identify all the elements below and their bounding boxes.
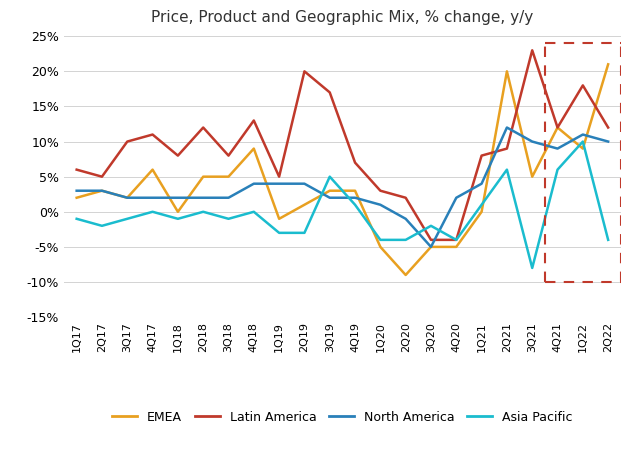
EMEA bbox=[529, 174, 536, 179]
North America bbox=[250, 181, 258, 187]
Latin America bbox=[148, 132, 156, 137]
Asia Pacific bbox=[326, 174, 333, 179]
Latin America bbox=[477, 153, 486, 159]
Asia Pacific bbox=[503, 167, 511, 173]
EMEA bbox=[275, 216, 283, 222]
Line: North America: North America bbox=[77, 128, 608, 247]
EMEA bbox=[73, 195, 81, 201]
Asia Pacific bbox=[301, 230, 308, 236]
North America bbox=[275, 181, 283, 187]
North America bbox=[529, 139, 536, 144]
Asia Pacific bbox=[174, 216, 182, 222]
Latin America bbox=[73, 167, 81, 173]
Latin America bbox=[225, 153, 232, 159]
North America bbox=[148, 195, 156, 201]
North America bbox=[301, 181, 308, 187]
Latin America bbox=[554, 125, 561, 130]
North America bbox=[427, 244, 435, 250]
Latin America bbox=[326, 90, 333, 95]
Legend: EMEA, Latin America, North America, Asia Pacific: EMEA, Latin America, North America, Asia… bbox=[108, 406, 577, 429]
Latin America bbox=[402, 195, 410, 201]
Asia Pacific bbox=[98, 223, 106, 229]
Latin America bbox=[250, 118, 258, 123]
Asia Pacific bbox=[477, 202, 486, 207]
Asia Pacific bbox=[225, 216, 232, 222]
North America bbox=[174, 195, 182, 201]
North America bbox=[402, 216, 410, 222]
EMEA bbox=[402, 272, 410, 278]
Latin America bbox=[124, 139, 131, 144]
Latin America bbox=[529, 48, 536, 53]
Asia Pacific bbox=[579, 139, 587, 144]
EMEA bbox=[326, 188, 333, 193]
Asia Pacific bbox=[452, 237, 460, 243]
North America bbox=[200, 195, 207, 201]
North America bbox=[554, 146, 561, 151]
Latin America bbox=[301, 69, 308, 74]
Latin America bbox=[98, 174, 106, 179]
Asia Pacific bbox=[427, 223, 435, 229]
EMEA bbox=[427, 244, 435, 250]
Asia Pacific bbox=[554, 167, 561, 173]
Title: Price, Product and Geographic Mix, % change, y/y: Price, Product and Geographic Mix, % cha… bbox=[151, 10, 534, 25]
EMEA bbox=[98, 188, 106, 193]
EMEA bbox=[200, 174, 207, 179]
North America bbox=[326, 195, 333, 201]
EMEA bbox=[351, 188, 359, 193]
North America bbox=[351, 195, 359, 201]
Asia Pacific bbox=[529, 265, 536, 271]
North America bbox=[98, 188, 106, 193]
Asia Pacific bbox=[351, 202, 359, 207]
Latin America bbox=[376, 188, 384, 193]
North America bbox=[503, 125, 511, 130]
EMEA bbox=[174, 209, 182, 215]
EMEA bbox=[503, 69, 511, 74]
Asia Pacific bbox=[275, 230, 283, 236]
EMEA bbox=[225, 174, 232, 179]
Latin America bbox=[604, 125, 612, 130]
EMEA bbox=[376, 244, 384, 250]
North America bbox=[225, 195, 232, 201]
EMEA bbox=[452, 244, 460, 250]
Latin America bbox=[427, 237, 435, 243]
North America bbox=[376, 202, 384, 207]
North America bbox=[579, 132, 587, 137]
EMEA bbox=[301, 202, 308, 207]
Latin America bbox=[452, 237, 460, 243]
North America bbox=[124, 195, 131, 201]
EMEA bbox=[554, 125, 561, 130]
EMEA bbox=[148, 167, 156, 173]
North America bbox=[477, 181, 486, 187]
Asia Pacific bbox=[73, 216, 81, 222]
Latin America bbox=[200, 125, 207, 130]
Latin America bbox=[351, 160, 359, 165]
EMEA bbox=[124, 195, 131, 201]
EMEA bbox=[477, 209, 486, 215]
Asia Pacific bbox=[402, 237, 410, 243]
Latin America bbox=[275, 174, 283, 179]
EMEA bbox=[250, 146, 258, 151]
Latin America bbox=[579, 83, 587, 88]
Asia Pacific bbox=[148, 209, 156, 215]
EMEA bbox=[579, 146, 587, 151]
North America bbox=[452, 195, 460, 201]
Line: EMEA: EMEA bbox=[77, 64, 608, 275]
EMEA bbox=[604, 62, 612, 67]
North America bbox=[604, 139, 612, 144]
North America bbox=[73, 188, 81, 193]
Asia Pacific bbox=[200, 209, 207, 215]
Line: Asia Pacific: Asia Pacific bbox=[77, 141, 608, 268]
Asia Pacific bbox=[250, 209, 258, 215]
Line: Latin America: Latin America bbox=[77, 50, 608, 240]
Asia Pacific bbox=[124, 216, 131, 222]
Latin America bbox=[174, 153, 182, 159]
Latin America bbox=[503, 146, 511, 151]
Asia Pacific bbox=[376, 237, 384, 243]
Asia Pacific bbox=[604, 237, 612, 243]
